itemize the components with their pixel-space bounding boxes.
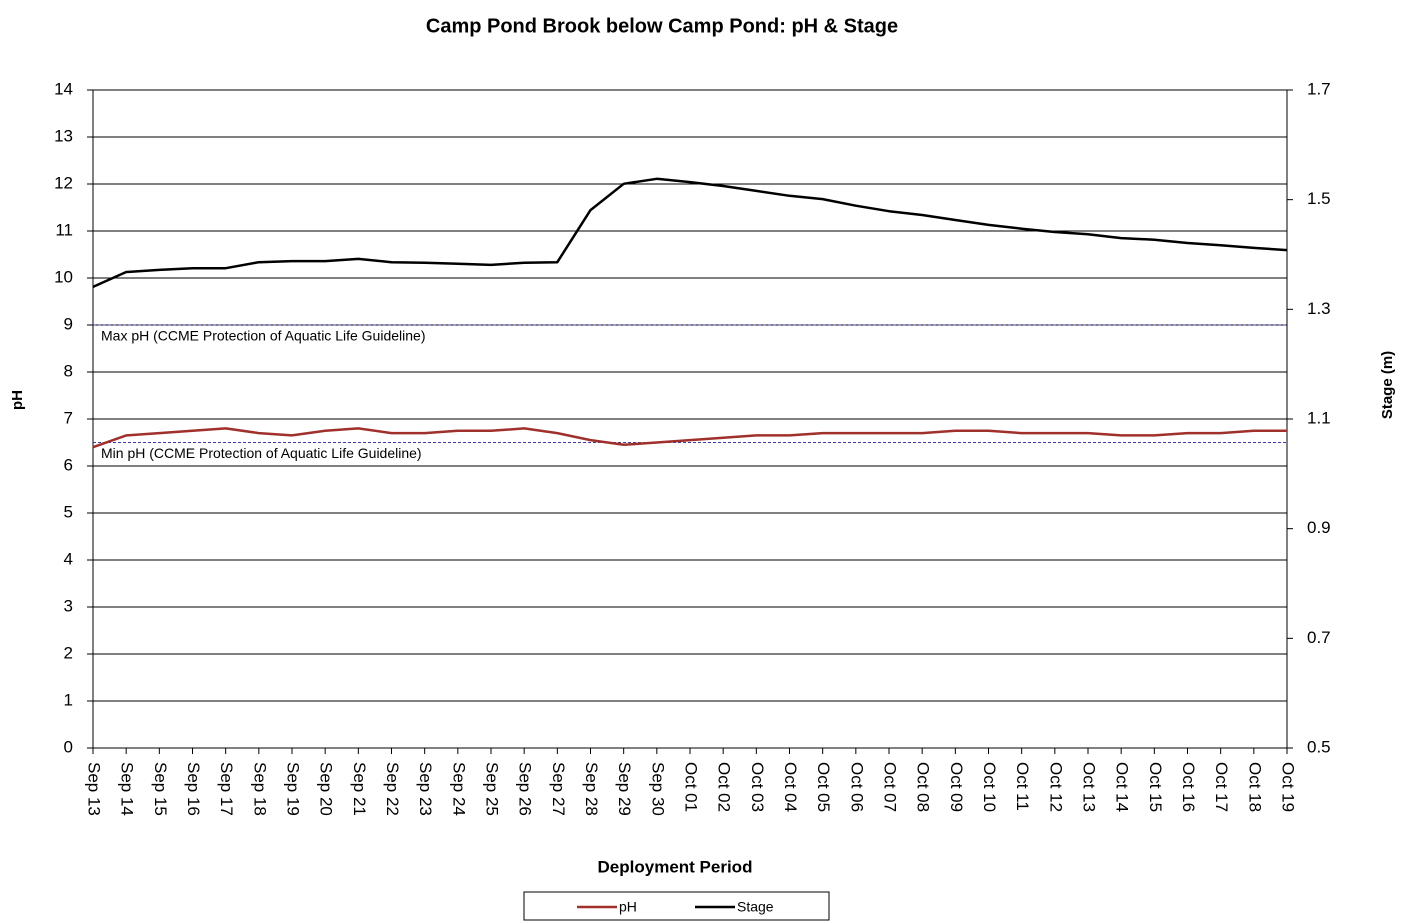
series-line	[92, 427, 1287, 449]
y-tick-label: 0	[64, 737, 73, 756]
y-axis-label: pH	[9, 390, 26, 410]
x-tick-label: Sep 30	[648, 762, 667, 816]
legend-label: pH	[619, 899, 637, 915]
x-tick-label: Sep 26	[516, 762, 535, 816]
x-axis-label: Deployment Period	[598, 857, 753, 876]
y-tick-label: 9	[64, 314, 73, 333]
x-tick-label: Sep 19	[284, 762, 303, 816]
x-tick-label: Sep 28	[582, 762, 601, 816]
x-tick-label: Sep 16	[184, 762, 203, 816]
legend-label: Stage	[737, 899, 774, 915]
x-tick-label: Oct 09	[947, 762, 966, 812]
x-tick-label: Oct 17	[1212, 762, 1231, 812]
y2-tick-label: 1.1	[1307, 408, 1331, 427]
x-tick-label: Oct 01	[682, 762, 701, 812]
x-tick-label: Sep 14	[118, 762, 137, 816]
y-tick-label: 11	[55, 220, 73, 239]
x-tick-label: Oct 10	[980, 762, 999, 812]
y-tick-label: 5	[64, 502, 73, 521]
y-tick-label: 7	[64, 408, 73, 427]
y-tick-label: 13	[54, 126, 73, 145]
y-tick-label: 6	[64, 455, 73, 474]
x-tick-label: Oct 19	[1279, 762, 1298, 812]
x-tick-label: Oct 06	[847, 762, 866, 812]
x-tick-label: Oct 05	[814, 762, 833, 812]
x-tick-label: Oct 11	[1013, 762, 1032, 811]
x-tick-label: Sep 17	[217, 762, 236, 816]
y-tick-label: 1	[64, 690, 73, 709]
x-tick-label: Sep 20	[317, 762, 336, 816]
x-tick-label: Sep 21	[350, 762, 369, 816]
x-tick-label: Oct 04	[781, 762, 800, 812]
x-tick-label: Oct 03	[748, 762, 767, 812]
x-tick-label: Sep 24	[449, 762, 468, 816]
y-tick-label: 8	[64, 361, 73, 380]
x-tick-label: Sep 18	[250, 762, 269, 816]
x-tick-label: Oct 15	[1146, 762, 1165, 812]
y2-tick-label: 1.7	[1307, 79, 1331, 98]
y-tick-label: 10	[54, 267, 73, 286]
x-tick-label: Sep 25	[483, 762, 502, 816]
x-tick-label: Sep 29	[615, 762, 634, 816]
y-tick-label: 12	[54, 173, 73, 192]
y-tick-label: 4	[64, 549, 73, 568]
reference-label: Max pH (CCME Protection of Aquatic Life …	[101, 328, 425, 344]
y2-tick-label: 0.9	[1307, 518, 1331, 537]
y-tick-label: 3	[64, 596, 73, 615]
x-tick-label: Oct 02	[715, 762, 734, 812]
x-tick-label: Oct 16	[1179, 762, 1198, 812]
y2-tick-label: 1.5	[1307, 189, 1331, 208]
x-tick-label: Sep 27	[549, 762, 568, 816]
x-tick-label: Sep 22	[383, 762, 402, 816]
x-tick-label: Oct 12	[1046, 762, 1065, 812]
y2-tick-label: 1.3	[1307, 299, 1331, 318]
legend-box	[523, 891, 830, 921]
y2-tick-label: 0.5	[1307, 737, 1331, 756]
x-tick-label: Sep 13	[85, 762, 104, 816]
x-tick-label: Sep 23	[416, 762, 435, 816]
x-tick-label: Sep 15	[151, 762, 170, 816]
y-tick-label: 2	[64, 643, 73, 662]
reference-label: Min pH (CCME Protection of Aquatic Life …	[101, 445, 422, 461]
x-tick-label: Oct 08	[914, 762, 933, 812]
y-tick-label: 14	[54, 79, 73, 98]
x-tick-label: Oct 07	[881, 762, 900, 812]
chart-title: Camp Pond Brook below Camp Pond: pH & St…	[426, 15, 898, 37]
y2-axis-label: Stage (m)	[1379, 351, 1396, 419]
series-line	[92, 177, 1288, 289]
x-tick-label: Oct 18	[1245, 762, 1264, 812]
y2-tick-label: 0.7	[1307, 628, 1331, 647]
x-tick-label: Oct 13	[1080, 762, 1099, 812]
x-tick-label: Oct 14	[1113, 762, 1132, 812]
